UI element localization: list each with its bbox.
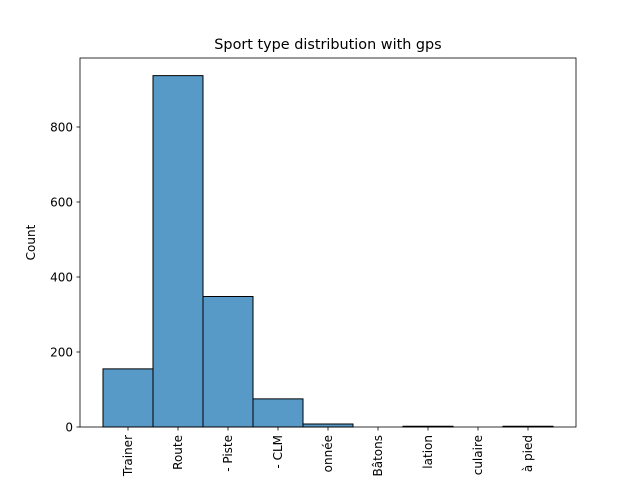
x-tick-label: Route <box>171 435 185 470</box>
x-axis-ticks: Trainer Route - Piste - CLM onnée Bâtons latio… <box>121 427 535 477</box>
x-tick-label: à pied <box>521 435 535 472</box>
y-tick-label: 600 <box>50 196 73 210</box>
x-tick-label: Trainer <box>121 435 135 477</box>
bar-4 <box>302 423 354 428</box>
y-axis-label: Count <box>24 224 38 260</box>
x-tick-label: lation <box>421 435 435 469</box>
y-tick-label: 200 <box>50 346 73 360</box>
x-tick-label: - Piste <box>221 435 235 472</box>
y-tick-label: 800 <box>50 121 73 135</box>
x-tick-label: culaire <box>471 435 485 475</box>
y-axis-ticks: 0 200 400 600 800 <box>50 121 80 435</box>
bars-group <box>102 75 554 428</box>
x-tick-label: onnée <box>321 435 335 472</box>
x-tick-label: Bâtons <box>371 435 385 477</box>
y-tick-label: 0 <box>65 421 73 435</box>
bar-3 <box>252 398 304 428</box>
bar-1 <box>152 75 204 428</box>
x-tick-label: - CLM <box>271 435 285 469</box>
bar-0 <box>102 368 154 428</box>
chart-title: Sport type distribution with gps <box>214 37 441 53</box>
bar-2 <box>202 296 254 428</box>
y-tick-label: 400 <box>50 271 73 285</box>
